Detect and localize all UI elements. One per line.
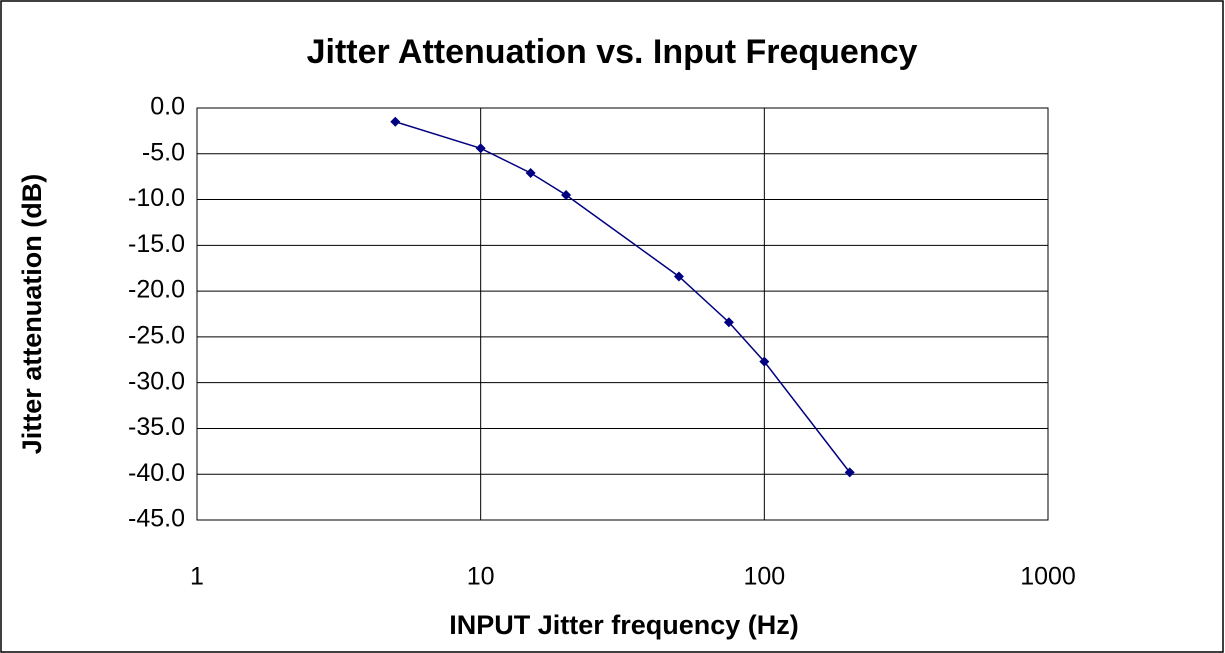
data-point (525, 168, 536, 179)
y-tick-label: 0.0 (150, 93, 185, 121)
y-tick-label: -15.0 (128, 230, 185, 258)
data-point (390, 116, 401, 127)
data-point (759, 356, 770, 367)
y-tick-label: -35.0 (128, 413, 185, 441)
data-point (723, 317, 734, 328)
x-tick-label: 100 (743, 563, 785, 591)
y-axis-label: Jitter attenuation (dB) (17, 174, 47, 455)
data-point (673, 271, 684, 282)
x-tick-label: 10 (467, 563, 495, 591)
y-tick-label: -40.0 (128, 459, 185, 487)
data-point (844, 467, 855, 478)
x-tick-label: 1 (190, 563, 204, 591)
y-tick-label: -10.0 (128, 184, 185, 212)
y-tick-label: -30.0 (128, 367, 185, 395)
y-tick-label: -25.0 (128, 321, 185, 349)
y-tick-label: -45.0 (128, 505, 185, 533)
x-tick-label: 1000 (1020, 563, 1076, 591)
plot-area (196, 107, 1049, 521)
y-tick-label: -20.0 (128, 276, 185, 304)
y-tick-label: -5.0 (142, 138, 185, 166)
data-line (395, 121, 851, 473)
data-point (475, 143, 486, 154)
chart-title: Jitter Attenuation vs. Input Frequency (307, 33, 918, 71)
x-axis-label: INPUT Jitter frequency (Hz) (449, 610, 799, 640)
data-point (561, 189, 572, 200)
